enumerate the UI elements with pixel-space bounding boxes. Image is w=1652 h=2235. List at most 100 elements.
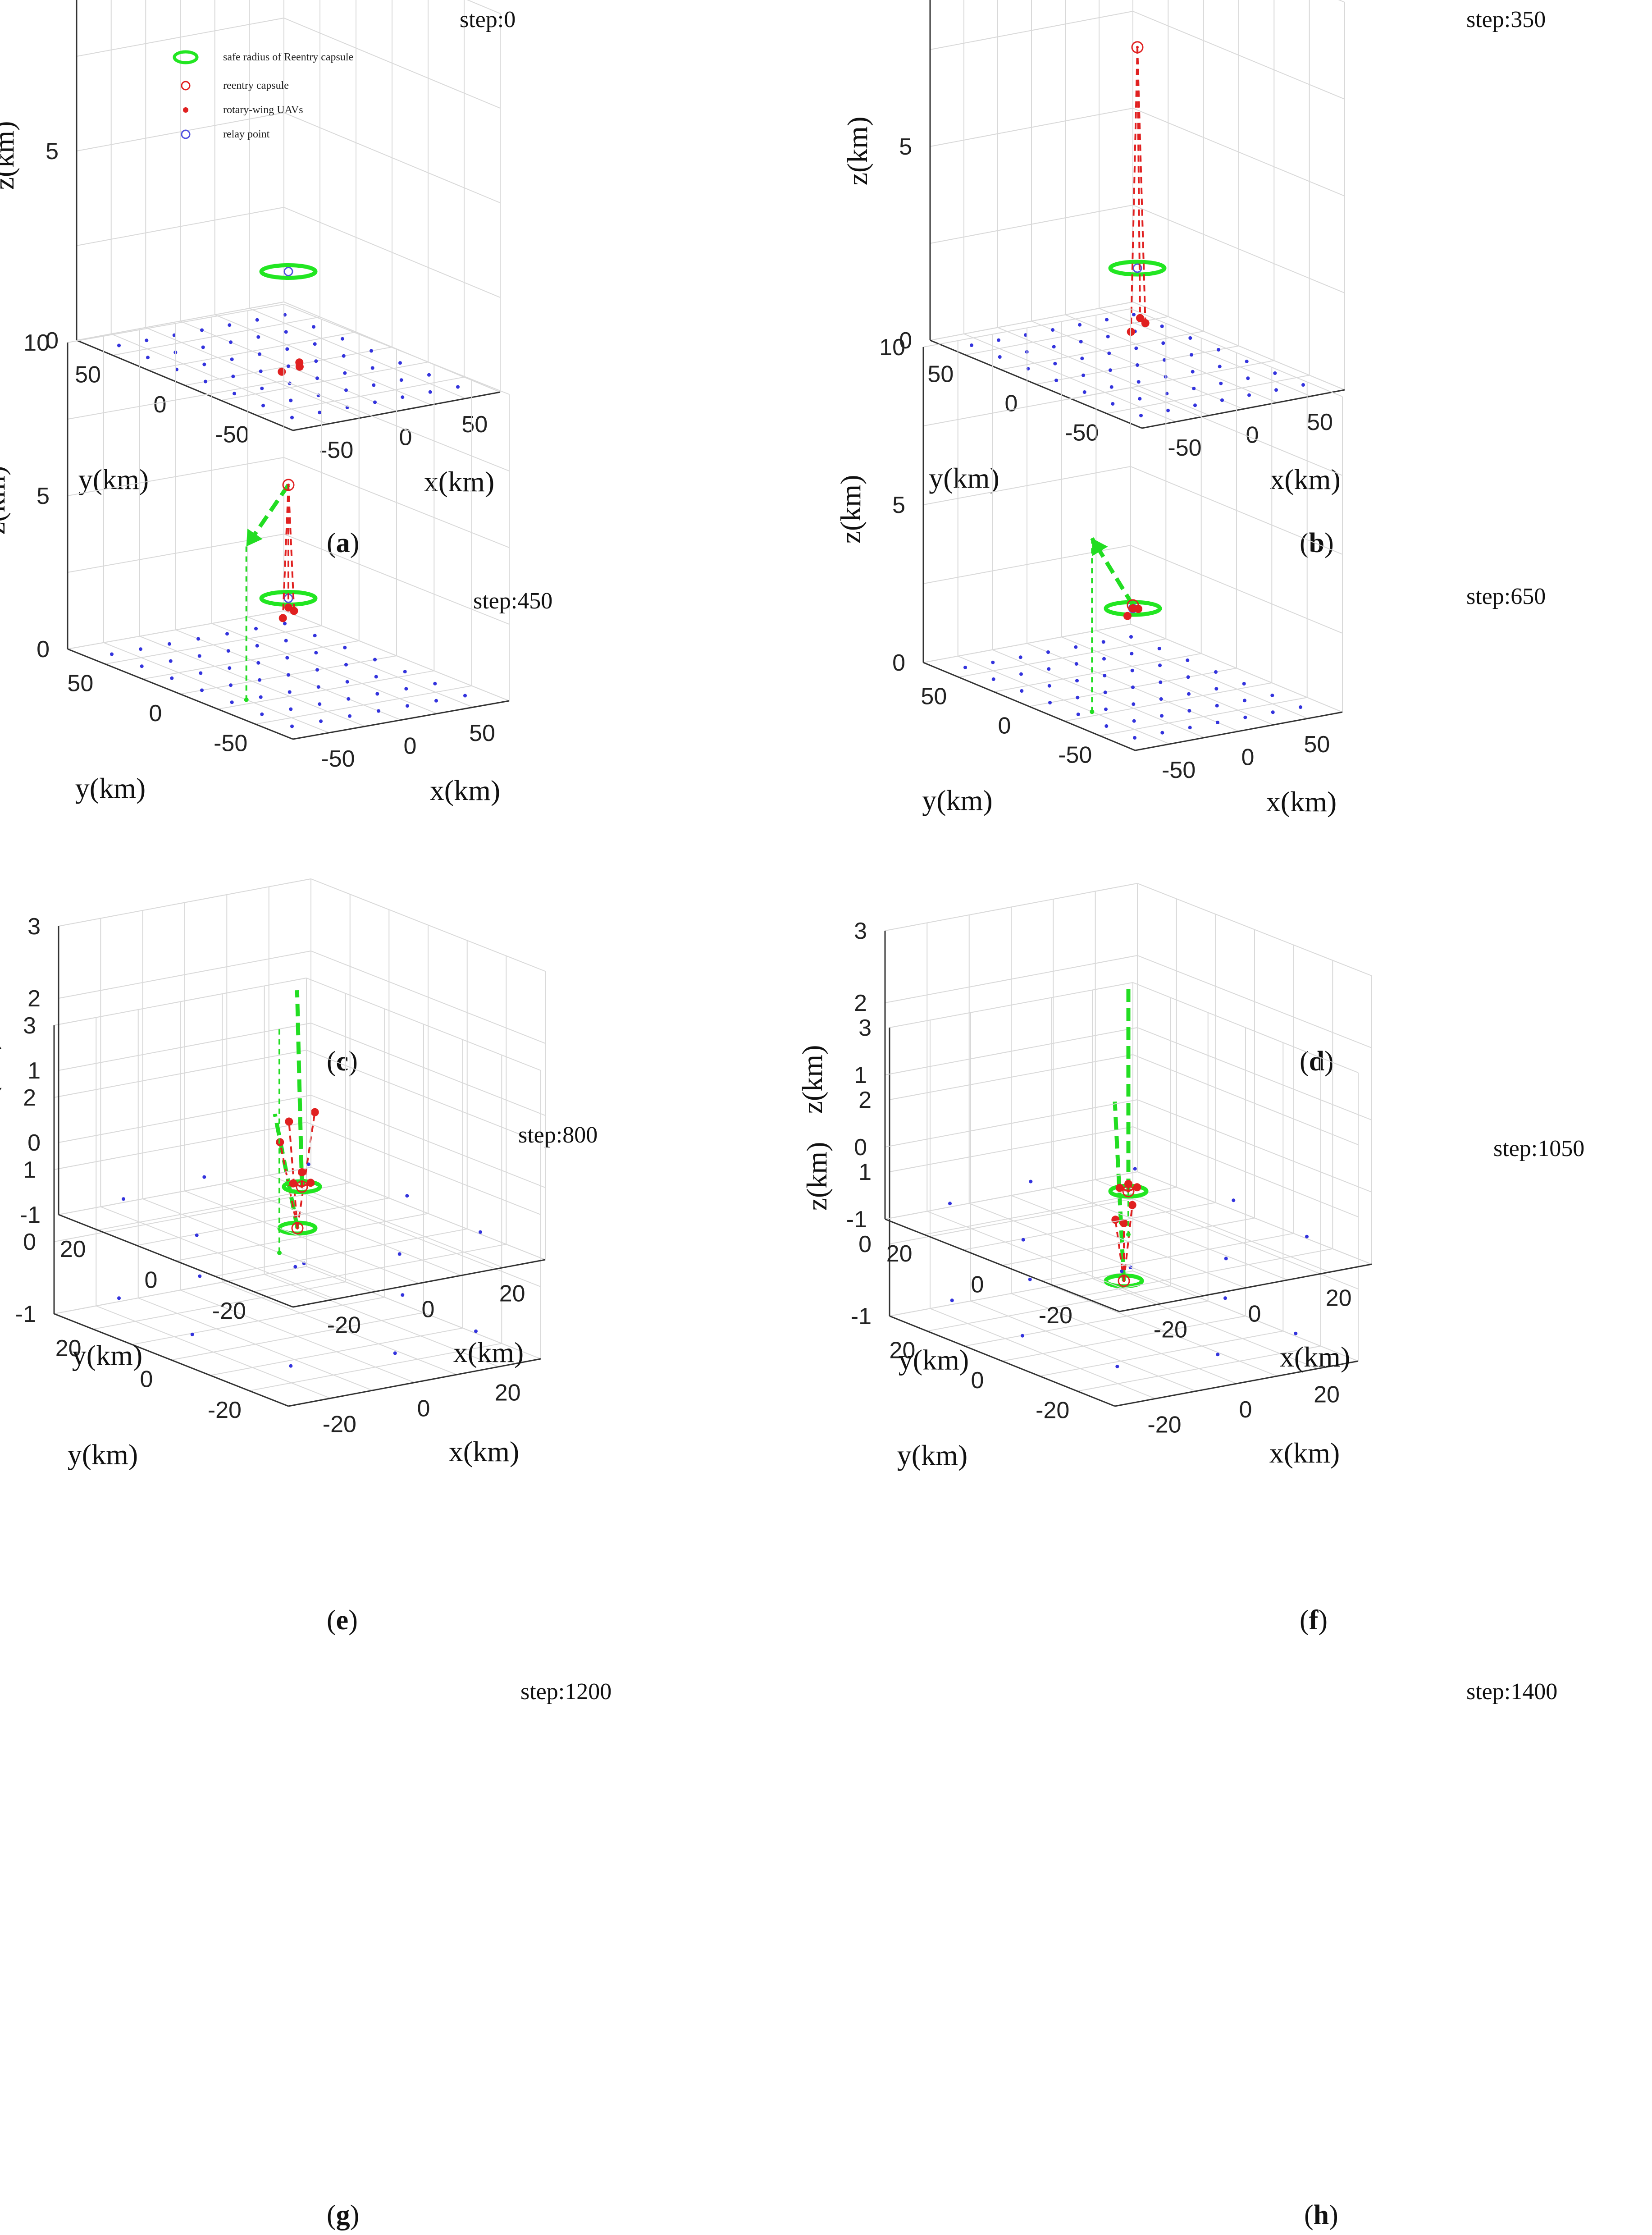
ground-grid-point — [260, 386, 264, 390]
panel-grid — [889, 982, 1359, 1407]
x-tick-label: -50 — [1168, 435, 1201, 461]
y-tick-label: 50 — [67, 670, 93, 696]
ground-grid-point — [341, 337, 344, 341]
y-axis-line — [923, 662, 1136, 751]
wall-grid-line — [283, 112, 501, 203]
ground-grid-point — [1102, 657, 1106, 661]
uav-link-line — [288, 1121, 298, 1229]
ground-grid-point — [1109, 385, 1114, 389]
ground-grid-point — [290, 724, 294, 728]
ground-grid-point — [201, 345, 205, 349]
wall-grid-line — [306, 1266, 541, 1359]
wall-grid-line — [58, 1167, 311, 1215]
panel-grid — [54, 978, 541, 1407]
z-tick-label: -1 — [15, 1301, 36, 1327]
floor-grid-line — [142, 640, 359, 680]
x-axis-line — [288, 1358, 541, 1407]
x-axis-label: x(km) — [1266, 786, 1337, 818]
z-tick-label: 3 — [23, 1013, 36, 1039]
relay-point-marker — [1132, 263, 1142, 273]
ground-grid-point — [254, 626, 258, 631]
wall-grid-line — [76, 207, 284, 246]
z-tick-label: 5 — [37, 483, 50, 509]
ground-grid-point — [202, 1175, 206, 1179]
wall-grid-line — [310, 878, 546, 972]
wall-grid-line — [1137, 1027, 1372, 1120]
reentry-capsule-marker — [296, 1180, 308, 1193]
wall-grid-line — [885, 883, 1138, 931]
ground-grid-point — [1133, 1167, 1137, 1171]
ground-grid-point — [230, 357, 234, 361]
wall-grid-line — [889, 1271, 1133, 1316]
wall-grid-line — [923, 466, 1131, 505]
panel-title: step:450 — [473, 588, 552, 614]
panel-marks — [948, 989, 1309, 1273]
ground-grid-point — [1186, 675, 1190, 679]
y-tick-label: -50 — [215, 422, 249, 448]
y-tick-label: 0 — [971, 1272, 984, 1298]
reentry-capsule-center — [1127, 1190, 1130, 1193]
x-tick-label: 50 — [469, 720, 495, 746]
y-axis-label: y(km) — [899, 1344, 969, 1376]
z-tick-label: 1 — [858, 1159, 872, 1185]
ground-grid-point — [1192, 387, 1196, 390]
z-tick-label: 2 — [858, 1087, 872, 1113]
floor-grid-line — [171, 1312, 424, 1361]
ground-grid-point — [1107, 352, 1111, 355]
y-tick-label: 50 — [75, 361, 101, 388]
ground-grid-point — [1054, 379, 1058, 382]
z-tick-label: 5 — [892, 492, 905, 518]
ground-grid-point — [1130, 668, 1134, 672]
ground-grid-point — [370, 366, 374, 370]
floor-grid-line — [1077, 1345, 1321, 1392]
wall-grid-line — [1130, 624, 1343, 713]
floor-grid-line — [958, 638, 1166, 678]
x-tick-label: 50 — [1307, 409, 1333, 435]
panel-title: step:1400 — [1466, 1679, 1557, 1705]
ground-grid-point — [1218, 365, 1222, 369]
ground-grid-point — [401, 395, 405, 399]
panel-grid — [923, 308, 1343, 751]
wall-grid-line — [1137, 883, 1372, 976]
reentry-capsule-marker — [291, 1222, 304, 1234]
floor-grid-line — [963, 1202, 1216, 1251]
safe-radius-ellipse — [259, 263, 318, 280]
uav-marker — [310, 1108, 319, 1116]
ground-grid-point — [1224, 1257, 1228, 1261]
ground-grid-point — [289, 1364, 293, 1368]
uav-link-line — [1136, 47, 1141, 318]
y-axis-label: y(km) — [929, 462, 999, 494]
wall-grid-line — [923, 387, 1131, 426]
ground-grid-point — [1187, 692, 1191, 696]
y-axis-line — [885, 1218, 1120, 1312]
wall-grid-line — [923, 308, 1131, 347]
ground-grid-point — [428, 390, 432, 394]
y-tick-label: 0 — [971, 1367, 984, 1394]
ground-grid-point — [225, 632, 229, 636]
uav-marker — [278, 614, 287, 622]
ground-grid-point — [1075, 679, 1079, 683]
x-tick-label: 20 — [1314, 1382, 1340, 1408]
panel-caption-letter: g — [336, 2200, 350, 2230]
ground-grid-point — [1052, 345, 1056, 349]
y-tick-label: 0 — [149, 700, 162, 727]
x-axis-label: x(km) — [430, 774, 500, 806]
ground-grid-point — [377, 709, 380, 713]
z-tick-label: 0 — [27, 1130, 41, 1156]
z-tick-label: 0 — [23, 1229, 36, 1255]
y-axis-label: y(km) — [75, 772, 146, 804]
ground-grid-point — [1158, 663, 1162, 667]
ground-grid-point — [427, 373, 431, 377]
y-tick-label: -20 — [212, 1298, 246, 1324]
floor-grid-line — [1041, 1233, 1294, 1281]
ground-grid-point — [169, 659, 173, 663]
wall-grid-line — [283, 207, 501, 298]
panel-caption: (f) — [1300, 1605, 1328, 1636]
wall-grid-line — [310, 1023, 546, 1116]
y-axis-line — [889, 1315, 1115, 1407]
reentry-capsule-center — [301, 1185, 303, 1188]
ground-grid-point — [474, 1329, 478, 1333]
ground-grid-point — [345, 680, 349, 684]
